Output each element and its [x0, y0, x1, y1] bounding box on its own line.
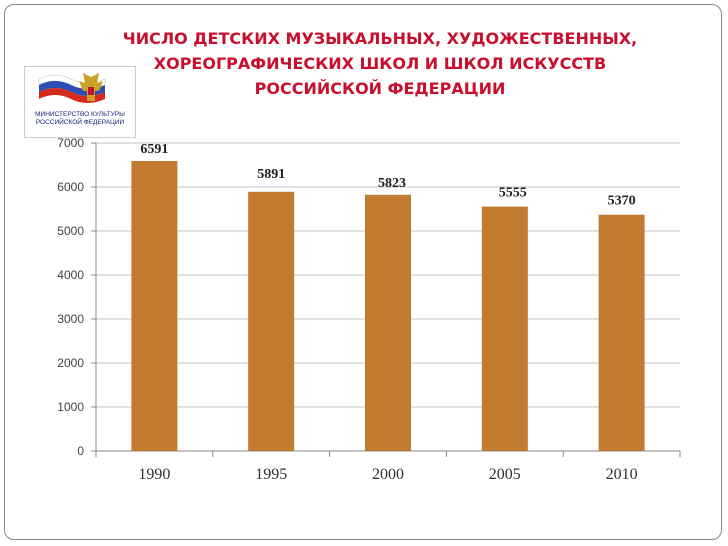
y-tick-label: 2000	[57, 356, 84, 370]
data-label-1990: 6591	[140, 142, 168, 157]
bar-1995	[248, 191, 295, 451]
x-tick-label-1990: 1990	[138, 466, 170, 483]
x-tick-label-2010: 2010	[606, 466, 638, 483]
flag-emblem-icon	[38, 73, 106, 103]
y-tick-label: 6000	[57, 180, 84, 194]
data-labels: 6591 5891 5823 5555 5370	[140, 142, 635, 209]
y-tick-label: 4000	[57, 268, 84, 282]
page-title: ЧИСЛО ДЕТСКИХ МУЗЫКАЛЬНЫХ, ХУДОЖЕСТВЕННЫ…	[110, 26, 650, 101]
y-tick-label: 7000	[57, 136, 84, 150]
x-tick-label-2000: 2000	[372, 466, 404, 483]
y-tick-label: 3000	[57, 312, 84, 326]
logo-caption-line-2: РОССИЙСКОЙ ФЕДЕРАЦИИ	[35, 119, 125, 126]
title-line-2: ХОРЕОГРАФИЧЕСКИХ ШКОЛ И ШКОЛ ИСКУССТВ	[153, 54, 607, 73]
bar-2000	[365, 194, 411, 451]
y-tick-label: 1000	[57, 400, 84, 414]
y-axis: 0 1000 2000 3000 4000 5000 6000 7000	[57, 136, 97, 458]
logo-caption: МИНИСТЕРСТВО КУЛЬТУРЫ РОССИЙСКОЙ ФЕДЕРАЦ…	[25, 111, 135, 127]
data-label-2010: 5370	[608, 194, 636, 209]
y-tick-label: 0	[77, 444, 84, 458]
bars	[131, 160, 645, 451]
title-line-1: ЧИСЛО ДЕТСКИХ МУЗЫКАЛЬНЫХ, ХУДОЖЕСТВЕННЫ…	[122, 29, 638, 48]
bar-2005	[481, 206, 528, 451]
bar-2010	[598, 214, 645, 451]
logo-caption-line-1: МИНИСТЕРСТВО КУЛЬТУРЫ	[35, 111, 125, 118]
x-tick-label-1995: 1995	[255, 466, 287, 483]
data-label-1995: 5891	[257, 167, 285, 182]
russian-coat-of-arms-icon	[79, 73, 103, 101]
title-line-3: РОССИЙСКОЙ ФЕДЕРАЦИИ	[254, 79, 506, 98]
y-tick-label: 5000	[57, 224, 84, 238]
x-axis: 1990 1995 2000 2005 2010	[95, 451, 681, 483]
bar-1990	[131, 160, 178, 451]
x-tick-label-2005: 2005	[489, 466, 521, 483]
ministry-logo: МИНИСТЕРСТВО КУЛЬТУРЫ РОССИЙСКОЙ ФЕДЕРАЦ…	[24, 66, 136, 138]
data-label-2000: 5823	[378, 176, 406, 191]
data-label-2005: 5555	[499, 186, 527, 201]
